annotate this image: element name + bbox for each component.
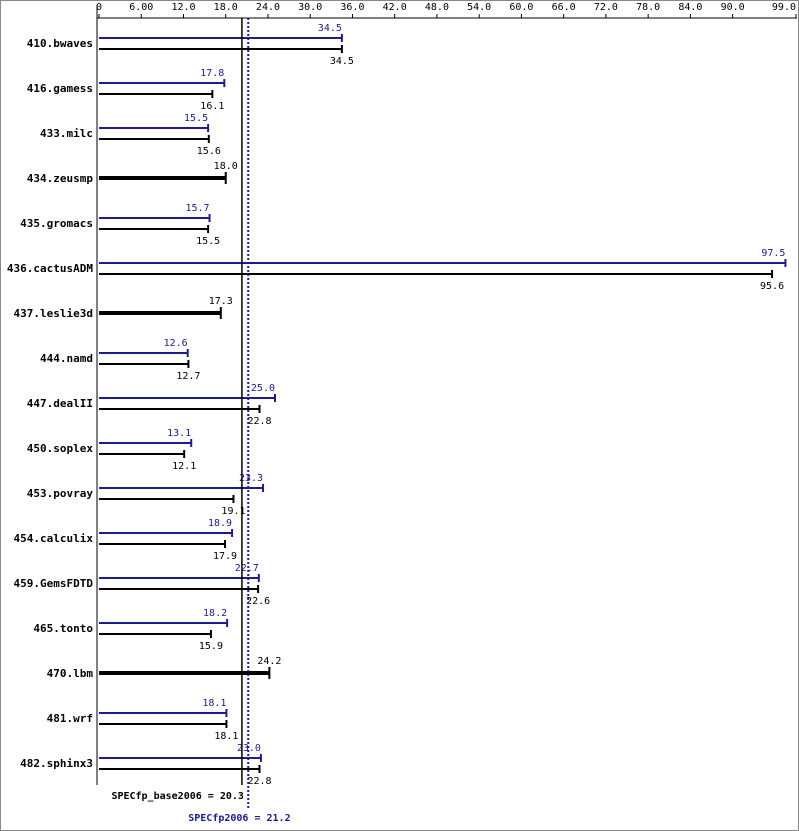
value-label: 22.8 [247,416,271,427]
value-label: 23.0 [237,743,261,754]
category-label: 434.zeusmp [27,172,94,185]
value-label: 34.5 [318,23,342,34]
category-label: 465.tonto [33,622,93,635]
value-label: 24.2 [257,656,281,667]
x-tick-label: 42.0 [383,2,407,13]
value-label: 17.9 [213,551,237,562]
value-label: 15.6 [197,146,221,157]
x-tick-label: 30.0 [298,2,322,13]
value-label: 18.1 [214,731,238,742]
value-label: 18.9 [208,518,232,529]
x-tick-label: 54.0 [467,2,491,13]
x-tick-label: 12.0 [171,2,195,13]
x-tick-label: 0 [96,2,102,13]
value-label: 16.1 [200,101,224,112]
category-label: 459.GemsFDTD [14,577,94,590]
category-label: 481.wrf [47,712,93,725]
value-label: 23.3 [239,473,263,484]
category-label: 447.dealII [27,397,93,410]
value-label: 15.5 [196,236,220,247]
category-label: 410.bwaves [27,37,93,50]
x-tick-label: 66.0 [552,2,576,13]
x-tick-label: 60.0 [509,2,533,13]
value-label: 17.3 [209,296,233,307]
category-label: 437.leslie3d [14,307,93,320]
category-label: 450.soplex [27,442,94,455]
value-label: 97.5 [761,248,785,259]
category-label: 436.cactusADM [7,262,93,275]
value-label: 95.6 [760,281,784,292]
category-label: 470.lbm [47,667,94,680]
x-tick-label: 18.0 [214,2,238,13]
category-label: 453.povray [27,487,94,500]
x-tick-label: 24.0 [256,2,280,13]
x-tick-label: 90.0 [721,2,745,13]
reference-label: SPECfp2006 = 21.2 [188,813,290,824]
value-label: 34.5 [330,56,354,67]
x-tick-label: 6.00 [129,2,153,13]
value-label: 12.7 [176,371,200,382]
value-label: 15.7 [185,203,209,214]
category-label: 482.sphinx3 [20,757,93,770]
value-label: 17.8 [200,68,224,79]
value-label: 22.6 [246,596,270,607]
x-tick-label: 36.0 [340,2,364,13]
category-label: 433.milc [40,127,93,140]
x-tick-label: 78.0 [636,2,660,13]
value-label: 15.5 [184,113,208,124]
x-tick-label: 48.0 [425,2,449,13]
x-tick-label: 84.0 [678,2,702,13]
category-label: 444.namd [40,352,93,365]
x-tick-label: 72.0 [594,2,618,13]
value-label: 18.0 [214,161,238,172]
value-label: 25.0 [251,383,275,394]
value-label: 12.6 [164,338,188,349]
x-tick-label: 99.0 [772,2,796,13]
category-label: 454.calculix [14,532,94,545]
category-label: 416.gamess [27,82,93,95]
value-label: 22.8 [247,776,271,787]
value-label: 18.1 [202,698,226,709]
value-label: 15.9 [199,641,223,652]
category-label: 435.gromacs [20,217,93,230]
value-label: 18.2 [203,608,227,619]
value-label: 19.1 [221,506,245,517]
reference-label: SPECfp_base2006 = 20.3 [111,791,243,802]
value-label: 13.1 [167,428,191,439]
value-label: 22.7 [235,563,259,574]
value-label: 12.1 [172,461,196,472]
